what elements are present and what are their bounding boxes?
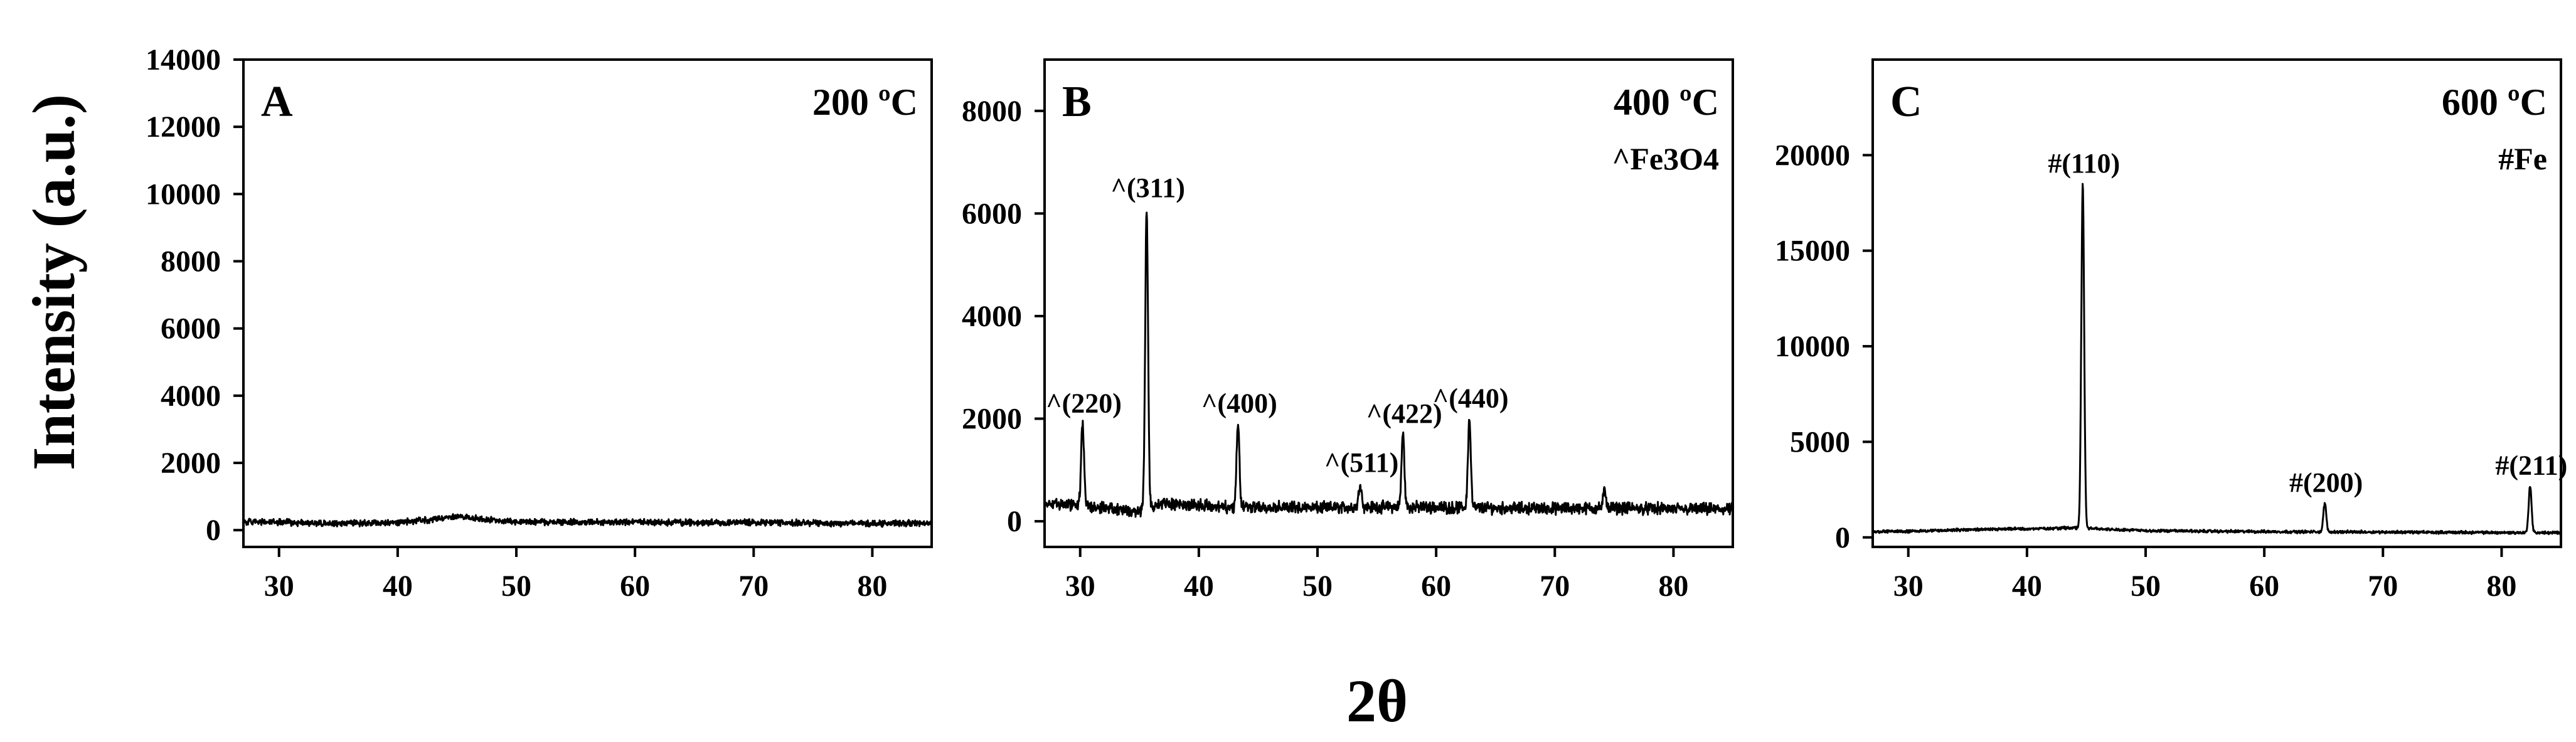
peak-label: ^(220) [1046, 388, 1122, 419]
x-tick-label: 60 [620, 570, 650, 603]
peak-label: ^(422) [1366, 398, 1442, 429]
x-tick-label: 30 [1065, 570, 1095, 603]
x-tick-label: 70 [1540, 570, 1570, 603]
peak-label: ^(311) [1110, 172, 1184, 203]
phase-legend-label: ^Fe3O4 [1612, 141, 1719, 176]
panels: 30 40 50 60 70 800200040006000800010000120001… [146, 43, 2567, 603]
peak-label: ^(511) [1324, 447, 1398, 478]
y-tick-label: 0 [1007, 505, 1022, 538]
x-tick-label: 30 [264, 570, 294, 603]
temperature-label: 600 ºC [2442, 82, 2547, 123]
x-tick-label: 70 [2368, 570, 2398, 603]
peak-label: ^(440) [1433, 383, 1509, 414]
y-tick-label: 4000 [962, 300, 1022, 333]
x-tick-label: 70 [738, 570, 769, 603]
temperature-label: 200 ºC [812, 82, 918, 123]
y-tick-label: 4000 [161, 379, 221, 413]
x-tick-label: 50 [501, 570, 531, 603]
x-tick-label: 30 [1893, 570, 1924, 603]
x-tick-label: 80 [1658, 570, 1688, 603]
x-tick-label: 80 [857, 570, 887, 603]
y-tick-label: 8000 [962, 95, 1022, 128]
x-tick-label: 60 [2249, 570, 2279, 603]
plot-frame [1043, 58, 1734, 548]
y-tick-label: 2000 [161, 447, 221, 480]
panel-a: 30 40 50 60 70 80 0 2000 4000 6000 8000 10000 12000 1… [146, 43, 933, 603]
xrd-pattern-line [1043, 211, 1734, 518]
x-tick-label: 40 [1184, 570, 1214, 603]
y-tick-label: 12000 [146, 110, 221, 144]
xrd-pattern-line [1871, 183, 2562, 536]
panel-b: 30 40 50 60 70 80 0 2000 4000 6000 8000 ^(220) ^(311… [962, 58, 1734, 603]
y-tick-label: 8000 [161, 245, 221, 278]
x-tick-label: 40 [383, 570, 413, 603]
panel-letter: C [1890, 78, 1922, 126]
y-tick-label: 5000 [1790, 425, 1850, 458]
x-tick-label: 50 [1302, 570, 1333, 603]
peak-label: #(200) [2289, 467, 2363, 498]
xrd-pattern-line [242, 513, 932, 528]
y-axis-title: Intensity (a.u.) [20, 94, 87, 470]
x-tick-label: 80 [2486, 570, 2516, 603]
y-tick-label: 0 [206, 514, 221, 547]
x-axis-title: 2θ [1346, 667, 1408, 734]
peak-label: #(110) [2048, 148, 2120, 179]
y-tick-label: 10000 [146, 178, 221, 211]
phase-legend-label: #Fe [2498, 141, 2547, 176]
y-tick-label: 15000 [1775, 235, 1850, 268]
panel-c: 30 40 50 60 70 80 0 5000 10000 15000 20000 #(110) #(… [1775, 58, 2567, 603]
plot-frame [1871, 58, 2562, 548]
temperature-label: 400 ºC [1614, 82, 1719, 123]
y-tick-label: 6000 [962, 197, 1022, 230]
peak-label: ^(400) [1201, 388, 1277, 419]
x-tick-label: 50 [2131, 570, 2161, 603]
x-tick-label: 40 [2012, 570, 2042, 603]
plot-frame [242, 58, 933, 548]
panel-letter: B [1062, 78, 1092, 126]
y-tick-label: 0 [1835, 521, 1850, 554]
peak-label: #(211) [2495, 450, 2567, 480]
x-tick-label: 60 [1421, 570, 1451, 603]
y-tick-label: 20000 [1775, 139, 1850, 172]
y-tick-label: 10000 [1775, 330, 1850, 363]
y-tick-label: 2000 [962, 403, 1022, 436]
y-tick-label: 14000 [146, 43, 221, 77]
panel-letter: A [261, 78, 293, 126]
y-tick-label: 6000 [161, 312, 221, 346]
